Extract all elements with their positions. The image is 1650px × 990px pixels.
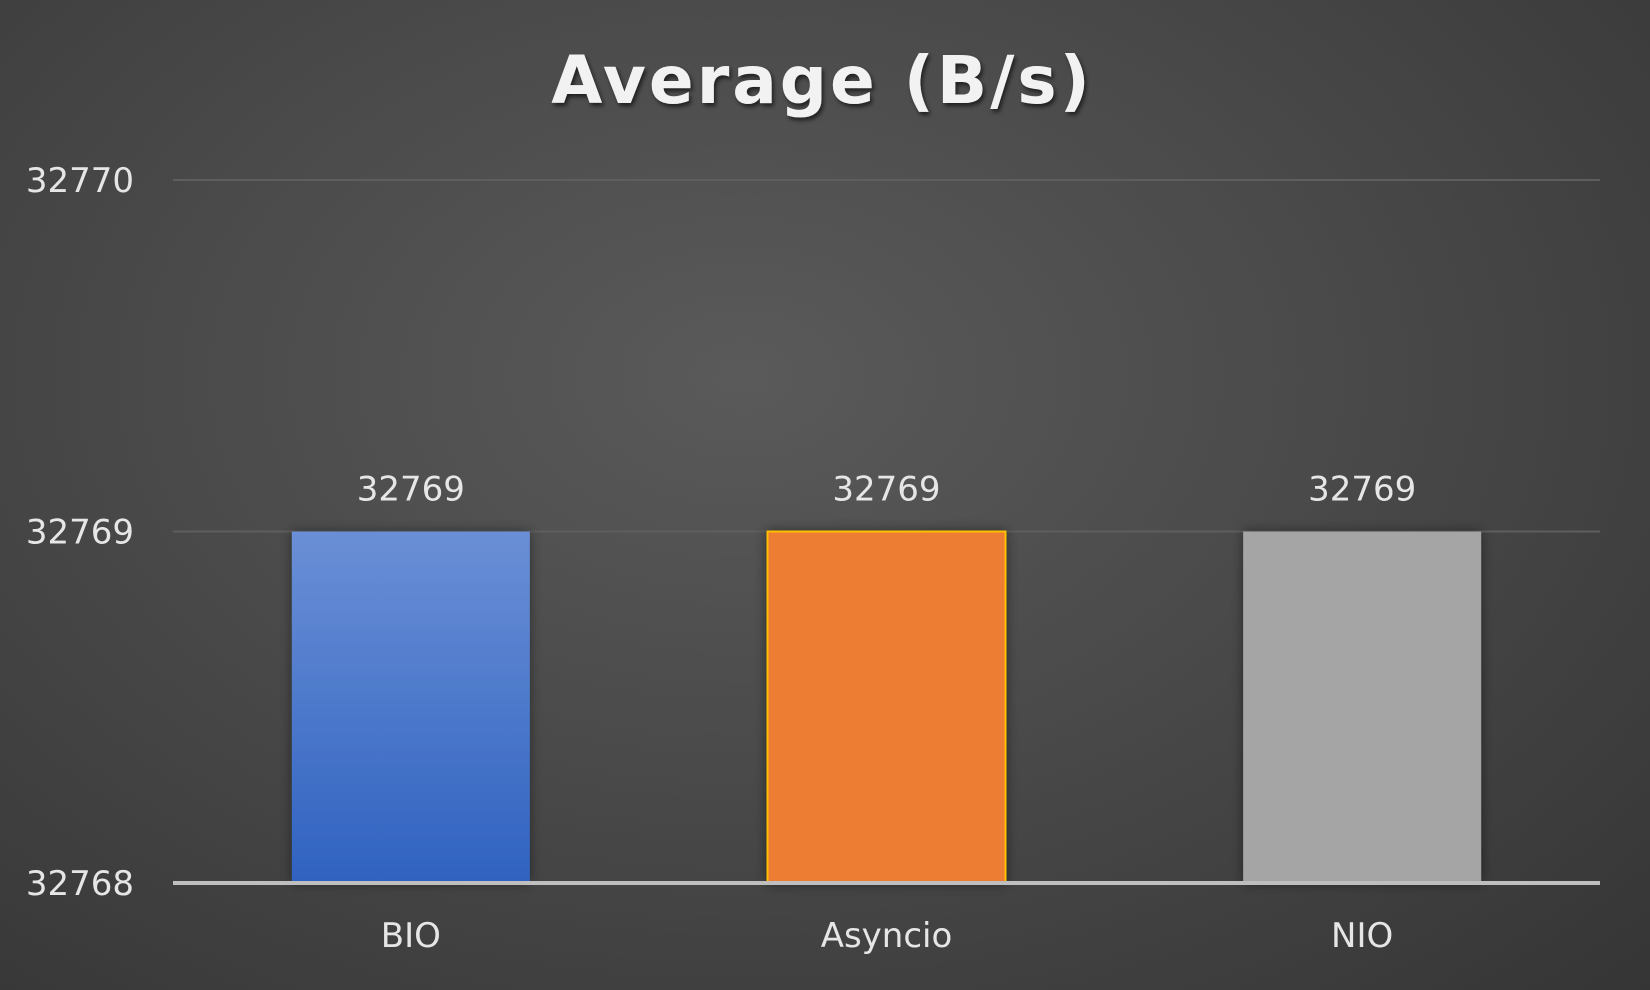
data-label-asyncio: 32769 — [832, 470, 940, 510]
data-label-nio: 32769 — [1308, 470, 1416, 510]
category-label-bio: BIO — [381, 916, 441, 956]
y-axis-tick-labels: 32768 32769 32770 — [26, 161, 134, 904]
data-labels: 32769 32769 32769 — [357, 470, 1417, 510]
chart-title: Average (B/s) — [551, 42, 1093, 119]
y-tick-label: 32768 — [26, 864, 134, 904]
bar-asyncio — [766, 530, 1007, 884]
data-label-bio: 32769 — [357, 470, 465, 510]
bar-bio — [291, 531, 530, 883]
category-label-nio: NIO — [1331, 916, 1393, 956]
y-tick-label: 32770 — [26, 161, 134, 201]
x-axis-category-labels: BIO Asyncio NIO — [381, 916, 1394, 956]
bars — [291, 530, 1482, 884]
bar-nio — [1243, 531, 1482, 883]
y-tick-label: 32769 — [26, 513, 134, 553]
category-label-asyncio: Asyncio — [821, 916, 953, 956]
